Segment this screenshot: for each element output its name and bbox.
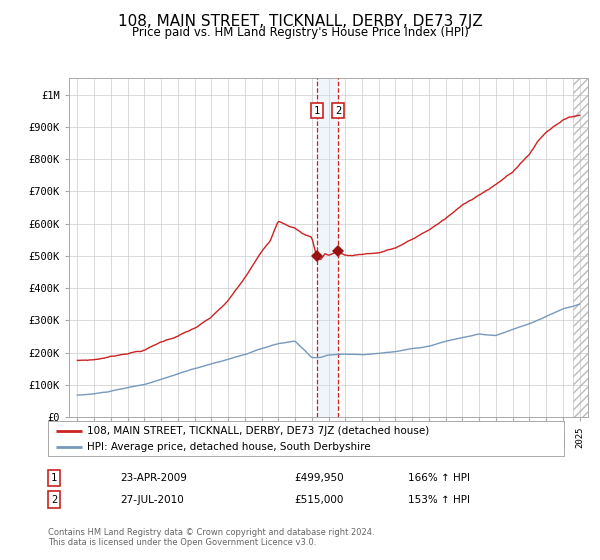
Text: HPI: Average price, detached house, South Derbyshire: HPI: Average price, detached house, Sout…: [86, 442, 370, 452]
Text: 108, MAIN STREET, TICKNALL, DERBY, DE73 7JZ (detached house): 108, MAIN STREET, TICKNALL, DERBY, DE73 …: [86, 426, 429, 436]
Text: 2: 2: [51, 494, 57, 505]
Text: £515,000: £515,000: [294, 494, 343, 505]
Text: 153% ↑ HPI: 153% ↑ HPI: [408, 494, 470, 505]
Text: Contains HM Land Registry data © Crown copyright and database right 2024.
This d: Contains HM Land Registry data © Crown c…: [48, 528, 374, 547]
Text: 27-JUL-2010: 27-JUL-2010: [120, 494, 184, 505]
Text: Price paid vs. HM Land Registry's House Price Index (HPI): Price paid vs. HM Land Registry's House …: [131, 26, 469, 39]
Text: 1: 1: [314, 106, 320, 116]
Text: 166% ↑ HPI: 166% ↑ HPI: [408, 473, 470, 483]
Bar: [317, 78, 338, 417]
Text: £499,950: £499,950: [294, 473, 344, 483]
Text: 1: 1: [51, 473, 57, 483]
Text: 23-APR-2009: 23-APR-2009: [120, 473, 187, 483]
Text: 2: 2: [335, 106, 341, 116]
Text: 108, MAIN STREET, TICKNALL, DERBY, DE73 7JZ: 108, MAIN STREET, TICKNALL, DERBY, DE73 …: [118, 14, 482, 29]
